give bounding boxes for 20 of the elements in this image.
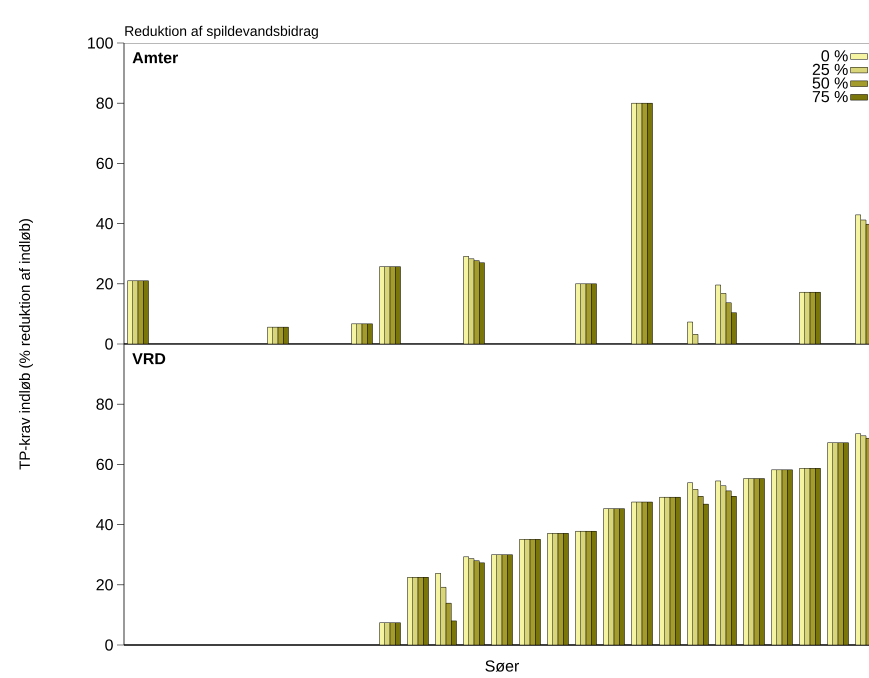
legend-title: Reduktion af spildevandsbidrag (125, 26, 318, 39)
y-tick-label: 0 (105, 338, 113, 350)
y-axis-title: TP-krav indløb (% reduktion af indløb) (19, 219, 33, 470)
legend-label: 25 % (812, 64, 848, 76)
legend-label: 0 % (821, 50, 848, 62)
y-tick-label: 80 (96, 98, 113, 109)
legend-label: 50 % (812, 77, 848, 89)
y-tick-label: 60 (96, 158, 113, 170)
y-tick-label: 60 (96, 458, 113, 470)
chart-title: VRD (132, 353, 166, 364)
y-tick-label: 80 (96, 398, 113, 410)
y-tick-label: 20 (96, 278, 113, 290)
y-tick-label: 0 (105, 639, 113, 651)
legend-label: 75 % (812, 91, 848, 102)
y-tick-label: 40 (96, 218, 113, 230)
y-tick-label: 40 (96, 518, 113, 530)
y-tick-label: 20 (96, 579, 113, 590)
y-tick-label: 100 (88, 37, 113, 49)
x-axis-title: Søer (485, 660, 520, 672)
chart-title: Amter (132, 52, 178, 64)
